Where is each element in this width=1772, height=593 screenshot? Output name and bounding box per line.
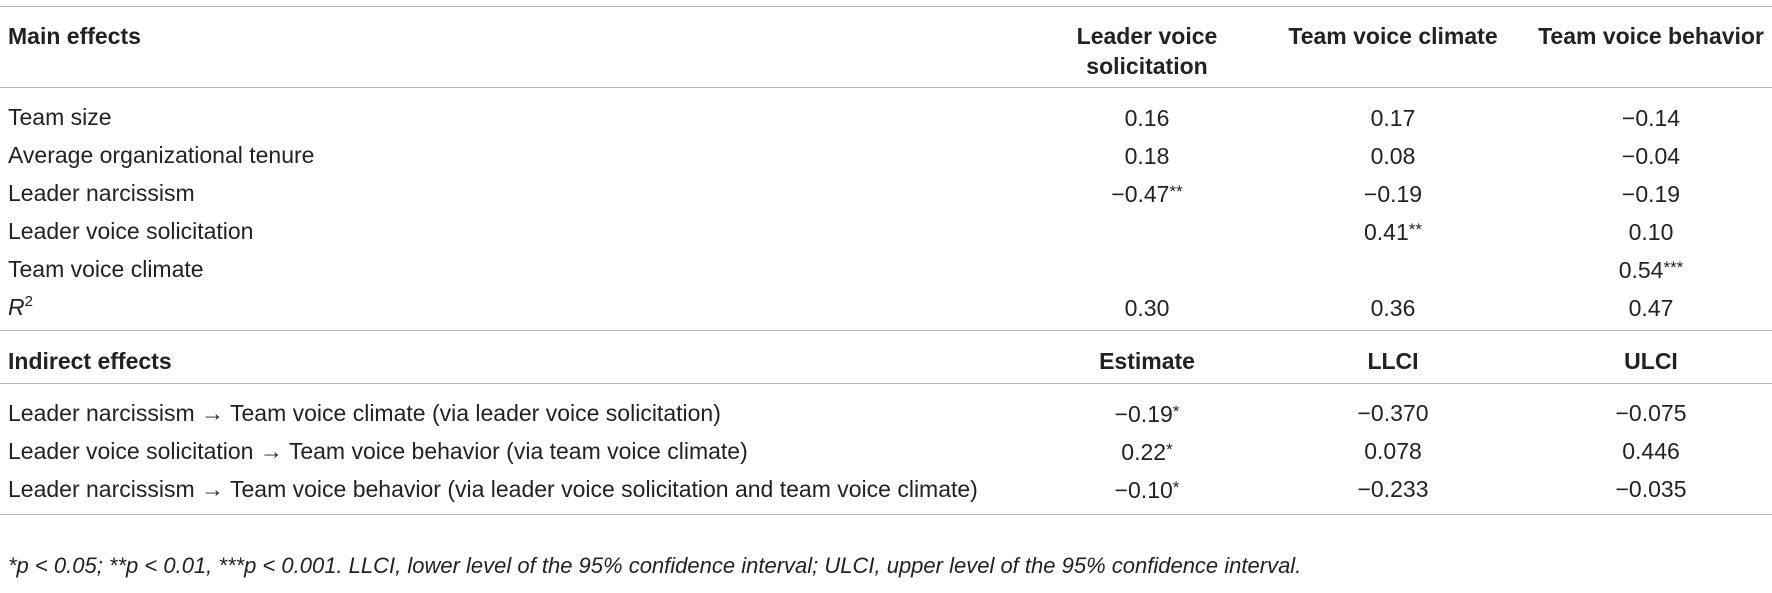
table-row: Leader voice solicitation → Team voice b…	[0, 432, 1772, 470]
cell-value: −0.19	[1621, 181, 1681, 207]
row-label-r-squared: R2	[8, 292, 33, 320]
row-label: Leader voice solicitation	[8, 217, 254, 244]
cell-value: 0.47	[1628, 295, 1674, 321]
cell-value: 0.08	[1370, 143, 1416, 169]
main-effects-heading: Main effects	[8, 23, 141, 49]
cell-value: 0.36	[1370, 295, 1416, 321]
table-row: Leader narcissism −0.47** −0.19 −0.19	[0, 174, 1772, 212]
cell-value	[1038, 250, 1256, 288]
col-header-estimate: Estimate	[1099, 348, 1195, 374]
cell-value: −0.04	[1621, 143, 1681, 169]
cell-value: −0.035	[1615, 475, 1687, 502]
cell-value: −0.14	[1621, 105, 1681, 131]
table-row: R2 0.30 0.36 0.47	[0, 288, 1772, 331]
col-header-leader-voice-solicitation: Leader voice solicitation	[1076, 23, 1218, 79]
results-table: Main effects Leader voice solicitation T…	[0, 6, 1772, 515]
col-header-team-voice-behavior: Team voice behavior	[1538, 23, 1764, 49]
table-footnote: *p < 0.05; **p < 0.01, ***p < 0.001. LLC…	[8, 553, 1302, 578]
indirect-effects-header-row: Indirect effects Estimate LLCI ULCI	[0, 331, 1772, 384]
cell-value: 0.17	[1370, 105, 1416, 131]
cell-value: −0.370	[1357, 399, 1429, 426]
col-header-team-voice-climate: Team voice climate	[1288, 23, 1498, 49]
table-row: Leader narcissism → Team voice climate (…	[0, 384, 1772, 433]
main-effects-header-row: Main effects Leader voice solicitation T…	[0, 6, 1772, 88]
row-label: Leader voice solicitation → Team voice b…	[8, 437, 748, 464]
cell-value: 0.446	[1622, 437, 1680, 464]
col-header-ulci: ULCI	[1624, 348, 1678, 374]
cell-value: −0.19*	[1114, 401, 1180, 427]
table-row: Leader narcissism → Team voice behavior …	[0, 470, 1772, 515]
row-label: Average organizational tenure	[8, 141, 315, 168]
table-row: Team voice climate 0.54***	[0, 250, 1772, 288]
cell-value: −0.19	[1363, 181, 1423, 207]
cell-value	[1038, 212, 1256, 250]
cell-value: 0.078	[1364, 437, 1422, 464]
cell-value: −0.47**	[1111, 181, 1183, 207]
cell-value: 0.22*	[1121, 439, 1173, 465]
cell-value: −0.233	[1357, 475, 1429, 502]
table-row: Leader voice solicitation 0.41** 0.10	[0, 212, 1772, 250]
cell-value	[1256, 250, 1530, 288]
cell-value: 0.41**	[1364, 219, 1422, 245]
row-label: Team voice climate	[8, 255, 204, 282]
cell-value: 0.54***	[1618, 257, 1684, 283]
cell-value: −0.10*	[1114, 477, 1180, 503]
cell-value: −0.075	[1615, 399, 1687, 426]
table-row: Average organizational tenure 0.18 0.08 …	[0, 136, 1772, 174]
cell-value: 0.18	[1124, 143, 1170, 169]
cell-value: 0.30	[1124, 295, 1170, 321]
indirect-effects-heading: Indirect effects	[8, 348, 172, 374]
row-label: Team size	[8, 103, 112, 130]
table-row: Team size 0.16 0.17 −0.14	[0, 88, 1772, 137]
row-label: Leader narcissism → Team voice behavior …	[8, 475, 978, 502]
row-label: Leader narcissism → Team voice climate (…	[8, 399, 721, 426]
col-header-llci: LLCI	[1367, 348, 1419, 374]
cell-value: 0.10	[1628, 219, 1674, 245]
cell-value: 0.16	[1124, 105, 1170, 131]
row-label: Leader narcissism	[8, 179, 195, 206]
